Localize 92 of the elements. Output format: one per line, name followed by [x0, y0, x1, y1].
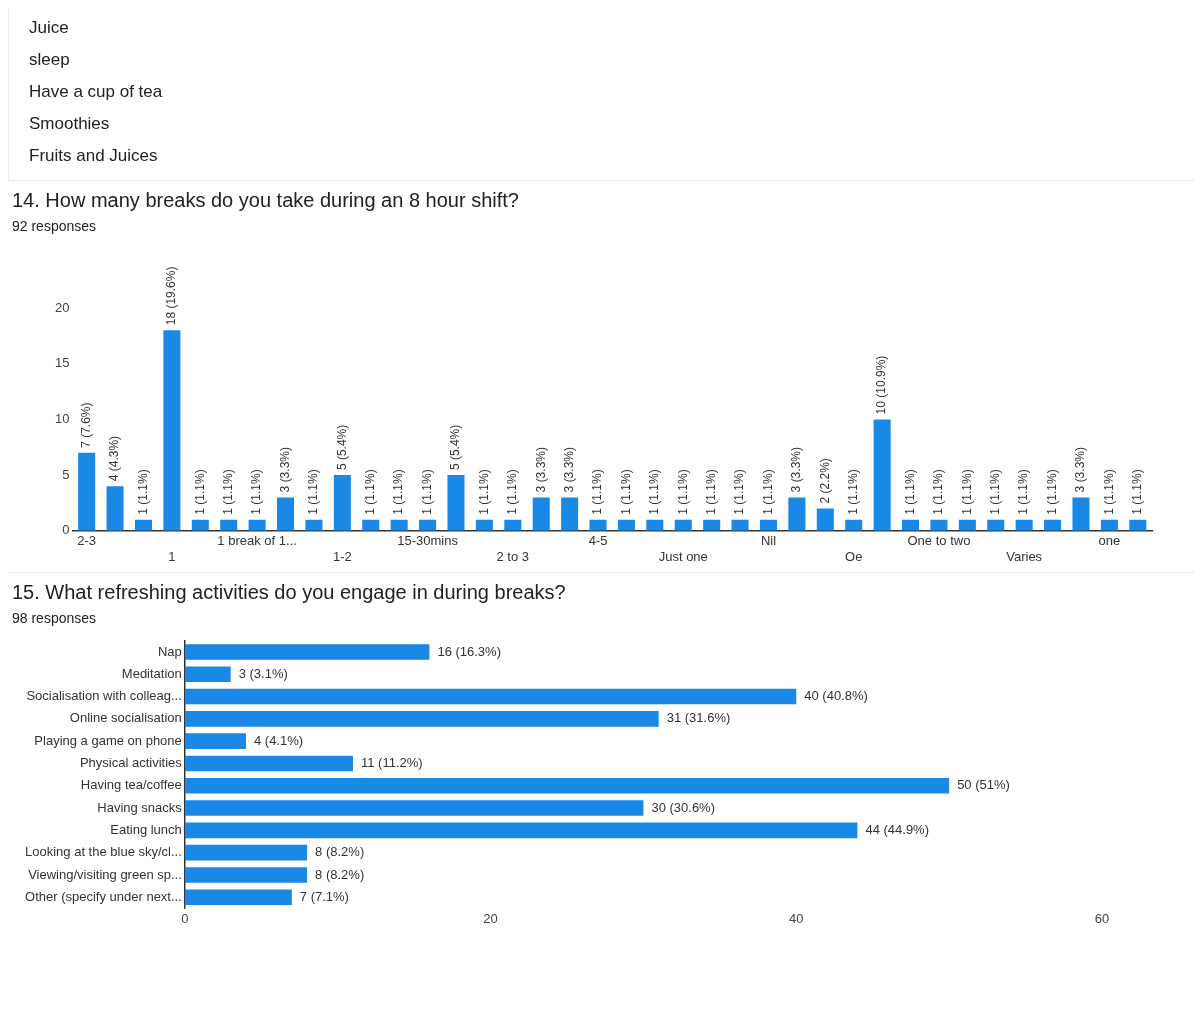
- chart-title: 15. What refreshing activities do you engage in during breaks?: [12, 581, 567, 604]
- data-label: 1 (1.1%): [675, 469, 690, 515]
- data-label: 3 (3.3%): [1073, 447, 1088, 493]
- x-tick-label: 15-30mins: [397, 533, 459, 549]
- x-tick-label: 1: [168, 548, 176, 564]
- data-label: 3 (3.1%): [238, 665, 288, 681]
- x-tick-label: Just one: [658, 548, 708, 564]
- data-label: 1 (1.1%): [1044, 469, 1059, 515]
- y-tick-label: Physical activities: [79, 755, 183, 771]
- x-tick-label: Oe: [845, 548, 863, 564]
- data-label: 11 (11.2%): [360, 755, 423, 771]
- x-tick-label: 60: [1094, 910, 1110, 926]
- x-tick-label: 4-5: [588, 533, 608, 549]
- data-label: 44 (44.9%): [865, 821, 930, 837]
- data-label: 1 (1.1%): [419, 469, 434, 515]
- x-tick-label: 20: [483, 910, 498, 926]
- data-label: 1 (1.1%): [192, 469, 207, 515]
- data-label: 1 (1.1%): [363, 469, 378, 515]
- data-label: 1 (1.1%): [1016, 469, 1031, 515]
- data-label: 1 (1.1%): [221, 469, 236, 515]
- y-tick-label: Viewing/visiting green sp...: [28, 866, 182, 882]
- y-tick-label: 0: [62, 522, 70, 538]
- data-label: 30 (30.6%): [651, 799, 715, 815]
- data-label: 1 (1.1%): [988, 469, 1003, 515]
- y-tick-label: 10: [54, 410, 70, 426]
- data-label: 1 (1.1%): [590, 469, 605, 515]
- data-label: 1 (1.1%): [1130, 469, 1145, 515]
- data-label: 1 (1.1%): [931, 469, 946, 515]
- data-label: 1 (1.1%): [618, 469, 633, 515]
- x-tick-label: 1-2: [332, 548, 352, 564]
- data-label: 1 (1.1%): [306, 469, 321, 515]
- chart-subtitle: 92 responses: [12, 218, 98, 234]
- y-tick-label: Nap: [157, 643, 182, 659]
- data-label: 1 (1.1%): [476, 469, 491, 515]
- data-label: 40 (40.8%): [804, 688, 868, 704]
- data-label: 50 (51%): [957, 777, 1010, 793]
- y-tick-label: 20: [54, 299, 70, 315]
- data-label: 1 (1.1%): [732, 469, 747, 515]
- text: Smoothies: [29, 113, 111, 135]
- data-label: 3 (3.3%): [533, 447, 548, 493]
- data-label: 1 (1.1%): [647, 469, 662, 515]
- x-tick-label: one: [1098, 533, 1121, 549]
- data-label: 1 (1.1%): [1101, 469, 1116, 515]
- data-label: 1 (1.1%): [703, 469, 718, 515]
- text: Fruits and Juices: [29, 145, 159, 167]
- x-tick-label: Nil: [760, 533, 777, 549]
- data-label: 16 (16.3%): [437, 643, 501, 659]
- data-label: 1 (1.1%): [505, 469, 520, 515]
- data-label: 8 (8.2%): [315, 866, 365, 882]
- y-tick-label: 15: [54, 355, 70, 371]
- x-tick-label: 40: [789, 910, 804, 926]
- data-label: 3 (3.3%): [277, 447, 292, 493]
- data-label: 1 (1.1%): [902, 469, 917, 515]
- chart-title: 14. How many breaks do you take during an 8 hour shift?: [12, 189, 520, 212]
- x-tick-label: Varies: [1006, 548, 1043, 564]
- data-label: 1 (1.1%): [959, 469, 974, 515]
- data-label: 1 (1.1%): [391, 469, 406, 515]
- data-label: 5 (5.4%): [448, 424, 463, 471]
- data-label: 1 (1.1%): [135, 469, 150, 515]
- y-tick-label: Socialisation with colleag...: [26, 688, 182, 704]
- x-tick-label: 2 to 3: [496, 548, 530, 564]
- data-label: 31 (31.6%): [666, 710, 731, 726]
- text: Have a cup of tea: [29, 81, 164, 103]
- y-tick-label: Playing a game on phone: [34, 732, 182, 748]
- data-label: 8 (8.2%): [315, 844, 365, 860]
- data-label: 3 (3.3%): [789, 447, 804, 493]
- text: Juice: [29, 17, 70, 39]
- y-tick-label: Eating lunch: [110, 821, 182, 837]
- data-label: 10 (10.9%): [874, 355, 889, 415]
- y-tick-label: Looking at the blue sky/cl...: [25, 844, 182, 860]
- data-label: 4 (4.1%): [253, 732, 304, 748]
- x-tick-label: One to two: [907, 533, 971, 549]
- text: sleep: [29, 49, 71, 71]
- data-label: 2 (2.2%): [817, 458, 832, 504]
- data-label: 1 (1.1%): [249, 469, 264, 515]
- data-label: 3 (3.3%): [561, 447, 576, 493]
- x-tick-label: 1 break of 1...: [217, 533, 297, 549]
- y-tick-label: Online socialisation: [69, 710, 182, 726]
- data-label: 7 (7.1%): [299, 888, 349, 904]
- x-tick-label: 2-3: [77, 533, 97, 549]
- y-tick-label: Having snacks: [97, 799, 183, 815]
- y-tick-label: 5: [62, 466, 70, 482]
- text: 98 responses: [12, 610, 98, 626]
- data-label: 18 (19.6%): [164, 266, 179, 326]
- data-label: 4 (4.3%): [107, 435, 122, 482]
- y-tick-label: Meditation: [121, 665, 182, 681]
- data-label: 5 (5.4%): [334, 424, 349, 471]
- data-label: 7 (7.6%): [78, 402, 93, 448]
- y-tick-label: Having tea/coffee: [80, 777, 182, 793]
- y-tick-label: Other (specify under next...: [25, 888, 182, 904]
- data-label: 1 (1.1%): [760, 469, 775, 515]
- data-label: 1 (1.1%): [846, 469, 861, 515]
